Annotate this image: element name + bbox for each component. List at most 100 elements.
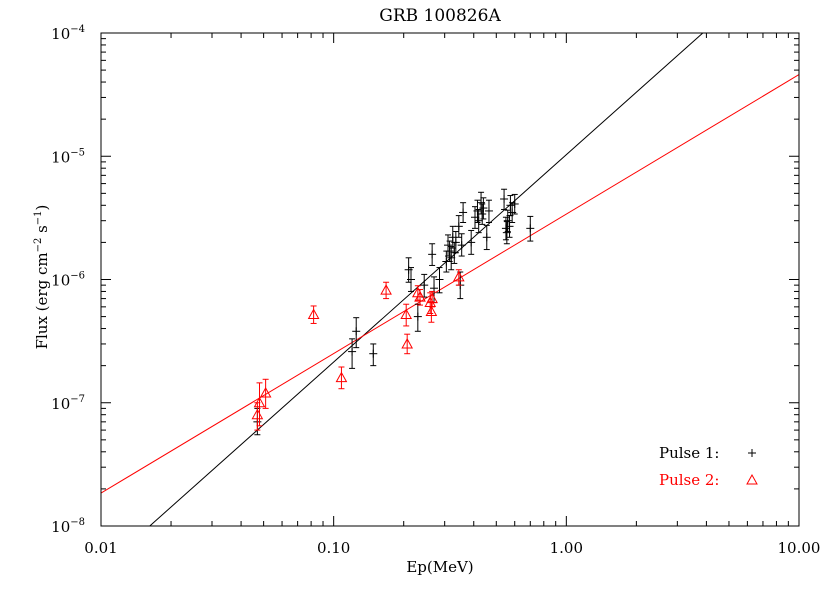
chart-title: GRB 100826A xyxy=(379,6,501,26)
data-point-series-1 xyxy=(474,208,483,234)
y-axis-label-main: Flux (erg cm xyxy=(33,252,51,349)
plus-marker xyxy=(352,327,361,336)
plot-frame xyxy=(100,32,800,527)
plus-marker xyxy=(445,247,454,256)
data-point-series-1 xyxy=(479,197,488,220)
triangle-marker xyxy=(253,396,266,408)
data-point-series-1 xyxy=(457,233,466,257)
data-point-series-2 xyxy=(259,378,272,409)
data-point-series-1 xyxy=(484,199,493,224)
legend-label-pulse-2: Pulse 2: xyxy=(659,471,720,489)
plus-marker xyxy=(501,224,510,233)
data-point-series-1 xyxy=(369,343,378,367)
y-tick-label: 10−4 xyxy=(51,24,85,43)
plus-marker xyxy=(420,281,429,290)
x-tick-label: 10.00 xyxy=(778,539,821,557)
y-tick-label: 10−5 xyxy=(51,147,85,166)
data-point-series-1 xyxy=(473,199,482,224)
data-point-series-2 xyxy=(452,269,465,286)
plus-marker xyxy=(479,204,488,213)
legend-label-pulse-1: Pulse 1: xyxy=(659,444,720,462)
triangle-marker xyxy=(259,386,272,398)
data-point-series-1 xyxy=(435,267,444,294)
data-point-series-1 xyxy=(500,188,509,210)
plus-marker xyxy=(369,349,378,358)
data-point-series-1 xyxy=(502,221,511,245)
legend: Pulse 1: Pulse 2: xyxy=(659,444,758,489)
plus-marker xyxy=(435,275,444,284)
plus-marker xyxy=(443,241,452,250)
y-axis-label-exp1: −2 xyxy=(33,238,44,253)
triangle-marker xyxy=(425,305,438,317)
data-point-series-1 xyxy=(407,267,416,292)
plus-marker xyxy=(500,194,509,203)
axis-tick-labels: 0.01 0.10 1.00 10.00 10−8 10−7 10−6 10−5 10−4 xyxy=(51,24,820,557)
y-axis-label-exp2: −1 xyxy=(33,210,44,225)
fit-lines xyxy=(101,33,799,526)
data-point-series-1 xyxy=(459,202,468,224)
y-tick-label: 10−8 xyxy=(51,517,85,536)
triangle-marker xyxy=(452,270,465,282)
plot-area xyxy=(101,33,799,526)
data-point-series-2 xyxy=(411,285,424,301)
data-point-series-1 xyxy=(413,303,422,332)
data-point-series-1 xyxy=(510,193,519,215)
plus-marker xyxy=(510,199,519,208)
data-point-series-1 xyxy=(526,215,535,242)
plus-marker xyxy=(473,206,482,215)
plus-marker xyxy=(407,275,416,284)
triangle-marker xyxy=(426,292,438,304)
plus-marker xyxy=(478,209,487,218)
data-point-series-1 xyxy=(443,234,452,257)
data-point-series-1 xyxy=(420,273,429,298)
triangle-marker xyxy=(414,291,426,302)
plus-marker xyxy=(451,238,460,247)
x-tick-label: 1.00 xyxy=(550,539,583,557)
data-point-series-1 xyxy=(503,209,512,233)
data-point-series-1 xyxy=(482,224,491,251)
data-point-series-1 xyxy=(447,246,456,271)
plus-marker xyxy=(467,238,476,247)
plus-marker xyxy=(348,347,357,356)
x-axis-label: Ep(MeV) xyxy=(406,558,473,576)
data-point-series-2 xyxy=(253,382,266,427)
data-point-series-2 xyxy=(307,305,320,324)
data-point-series-1 xyxy=(428,243,437,266)
triangle-marker xyxy=(307,308,320,320)
data-point-series-2 xyxy=(425,301,438,323)
plus-marker xyxy=(526,224,535,233)
plus-marker xyxy=(454,222,463,231)
legend-marker-pulse-2 xyxy=(746,473,758,485)
plus-marker xyxy=(505,222,514,231)
x-tick-label: 0.01 xyxy=(84,539,117,557)
data-point-series-1 xyxy=(478,203,487,225)
y-axis-label: Flux (erg cm−2 s−1) xyxy=(33,205,51,350)
triangle-marker xyxy=(401,337,414,349)
data-point-series-2 xyxy=(380,281,392,300)
plus-marker xyxy=(413,312,422,321)
fit-line-series-2 xyxy=(101,74,799,494)
data-point-series-2 xyxy=(335,366,348,390)
triangle-marker xyxy=(335,371,348,383)
data-point-series-2 xyxy=(400,303,413,327)
data-point-series-2 xyxy=(401,333,414,355)
y-axis-label-mid: s xyxy=(33,225,51,237)
data-markers xyxy=(251,188,535,436)
plus-marker xyxy=(457,241,466,250)
data-point-series-1 xyxy=(348,338,357,369)
triangle-marker xyxy=(400,308,413,320)
plus-marker xyxy=(503,216,512,225)
fit-line-series-1 xyxy=(149,33,704,526)
plus-marker xyxy=(459,208,468,217)
plus-marker xyxy=(428,250,437,259)
y-axis-label-end: ) xyxy=(33,205,51,211)
data-point-series-1 xyxy=(451,231,460,254)
data-point-series-2 xyxy=(426,290,438,308)
y-tick-label: 10−7 xyxy=(51,394,85,413)
plus-marker xyxy=(430,284,439,293)
x-tick-label: 0.10 xyxy=(317,539,350,557)
data-point-series-2 xyxy=(414,288,426,306)
data-point-series-1 xyxy=(467,229,476,255)
plus-marker xyxy=(482,233,491,242)
